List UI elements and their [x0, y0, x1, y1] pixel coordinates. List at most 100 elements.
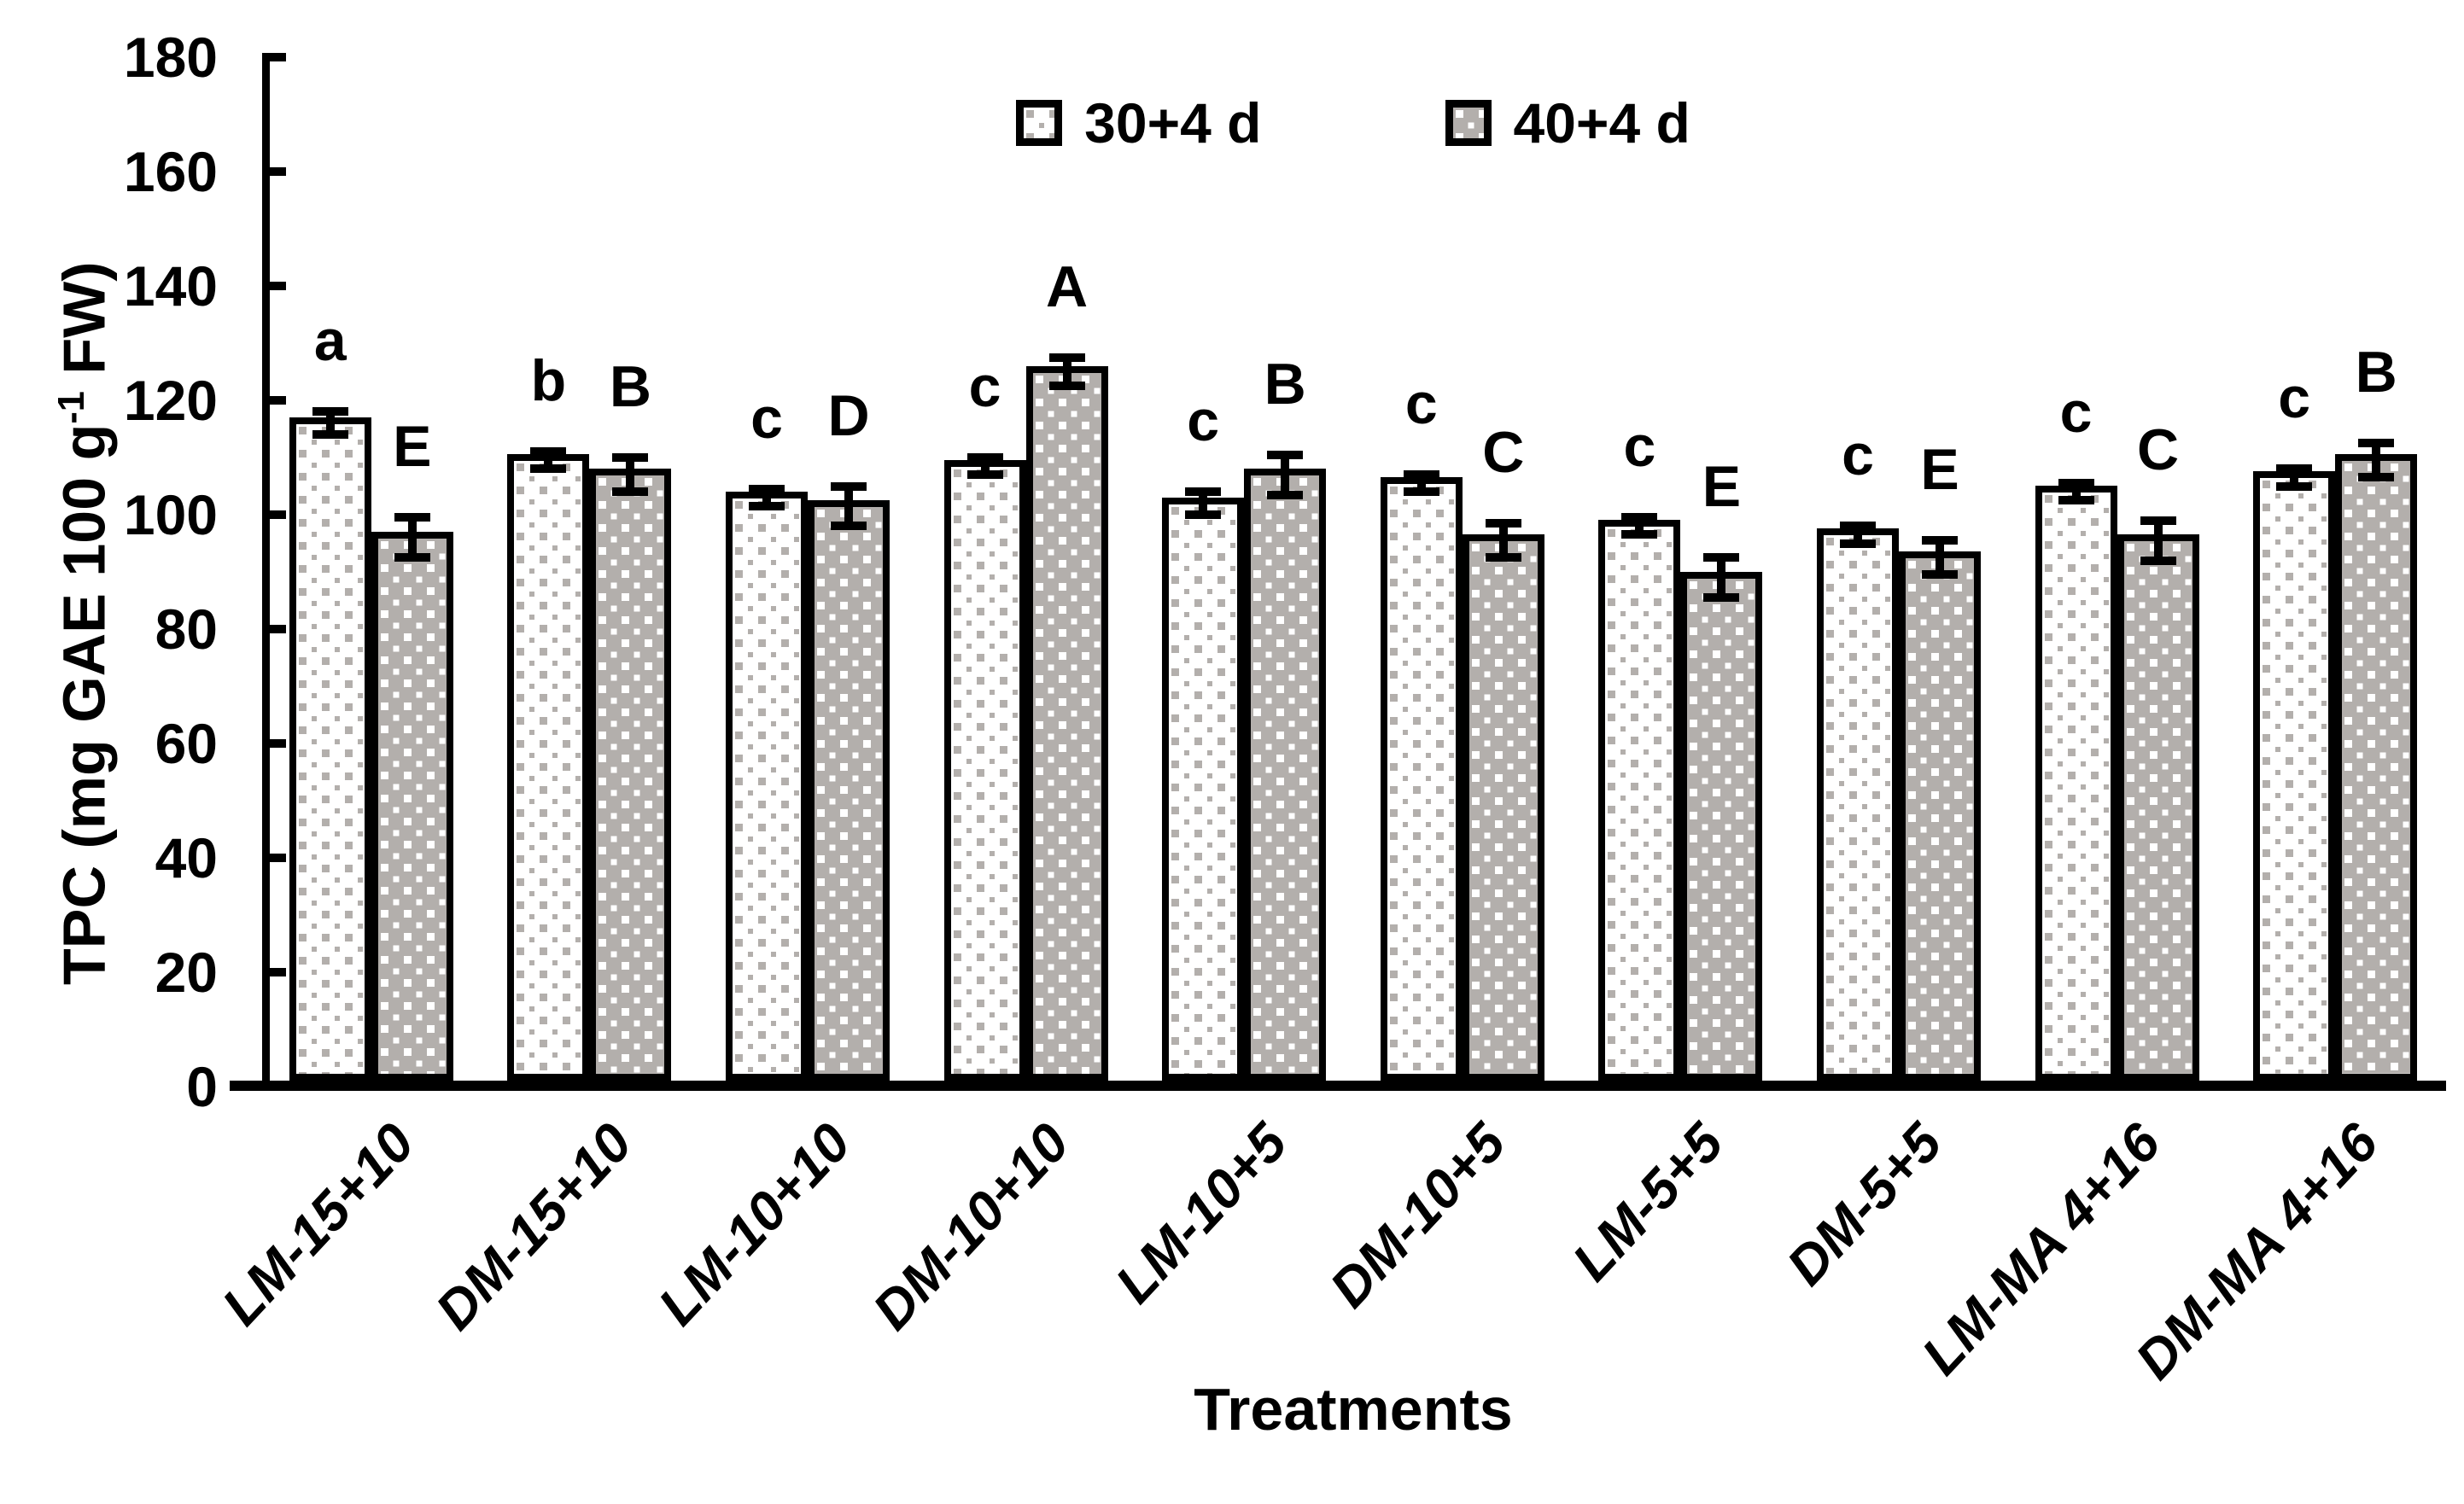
error-bar-whisker — [762, 488, 771, 506]
y-tick-mark — [262, 396, 286, 405]
legend-swatch-dotted-light — [1016, 100, 1063, 146]
error-bar-whisker — [626, 458, 635, 493]
y-tick-mark — [262, 167, 286, 176]
legend-label: 30+4 d — [1084, 91, 1262, 154]
error-bar-whisker — [1498, 523, 1508, 558]
legend: 30+4 d 40+4 d — [262, 92, 2444, 154]
bar-40-4-d-lm-10-10 — [808, 499, 890, 1081]
significance-letter: c — [968, 354, 1001, 419]
error-bar-cap — [749, 501, 785, 510]
error-bar-cap — [1403, 470, 1439, 480]
error-bar-whisker — [325, 411, 335, 435]
y-tick-label: 180 — [123, 26, 218, 89]
error-bar-cap — [2140, 556, 2176, 565]
y-tick-mark — [262, 1082, 286, 1091]
legend-label: 40+4 d — [1513, 91, 1690, 154]
error-bar-cap — [1485, 519, 1521, 528]
error-bar-cap — [1185, 510, 1222, 519]
significance-letter: E — [393, 414, 432, 480]
error-bar-whisker — [1199, 492, 1208, 515]
y-tick-label: 100 — [123, 483, 218, 546]
pattern-fill — [1251, 475, 1320, 1074]
y-tick-label: 0 — [186, 1055, 218, 1118]
pattern-fill — [950, 467, 1019, 1074]
bar-30-4-d-lm-10-5 — [1162, 497, 1245, 1081]
bar-40-4-d-lm-15-10 — [371, 531, 453, 1081]
error-bar-whisker — [1062, 357, 1071, 387]
error-bar-cap — [2276, 464, 2313, 474]
pattern-fill — [1169, 504, 1238, 1074]
bar-40-4-d-dm-15-10 — [589, 469, 672, 1081]
pattern-fill — [1024, 108, 1055, 138]
y-tick-label: 160 — [123, 140, 218, 203]
error-bar-cap — [530, 464, 567, 474]
error-bar-whisker — [1281, 454, 1290, 495]
error-bar-whisker — [2153, 520, 2163, 561]
significance-letter: E — [1702, 454, 1742, 520]
legend-entry-40-4-d: 40+4 d — [1445, 92, 1690, 154]
bar-30-4-d-dm-15-10 — [507, 454, 590, 1081]
error-bar-cap — [831, 481, 867, 491]
error-bars — [262, 57, 2444, 1087]
bar-30-4-d-lm-5-5 — [1598, 520, 1681, 1081]
error-bar-cap — [1267, 490, 1304, 499]
bar-40-4-d-dm-10-10 — [1025, 365, 1108, 1081]
bar-30-4-d-lm-10-10 — [726, 491, 808, 1081]
x-axis-line — [230, 1081, 2446, 1091]
error-bar-cap — [2058, 479, 2094, 488]
error-bar-cap — [1922, 536, 1958, 545]
error-bar-cap — [2058, 496, 2094, 505]
x-axis-title: Treatments — [1194, 1376, 1513, 1443]
significance-letter: b — [530, 348, 567, 414]
pattern-fill — [1906, 558, 1974, 1074]
significance-letter: A — [1046, 254, 1089, 319]
error-bar-cap — [1703, 593, 1740, 603]
significance-letter: c — [750, 385, 783, 451]
error-bar-cap — [2358, 439, 2395, 448]
y-tick-mark — [262, 282, 286, 290]
error-bar-whisker — [2372, 443, 2381, 478]
error-bar-whisker — [2071, 483, 2081, 501]
pattern-fill — [1387, 484, 1456, 1074]
pattern-fill — [295, 423, 365, 1074]
error-bar-cap — [612, 487, 649, 497]
error-bar-cap — [966, 470, 1003, 480]
error-bar-whisker — [2290, 469, 2299, 487]
error-bar-cap — [394, 513, 430, 522]
significance-letter: c — [2278, 365, 2311, 431]
y-tick-mark — [262, 968, 286, 976]
y-tick-mark — [262, 739, 286, 748]
error-bar-cap — [1485, 553, 1521, 563]
error-bar-whisker — [844, 486, 853, 527]
y-tick-mark — [262, 625, 286, 633]
error-bar-cap — [1185, 487, 1222, 497]
error-bar-cap — [1621, 513, 1658, 522]
significance-letter: D — [827, 382, 870, 448]
bar-30-4-d-lm-15-10 — [289, 417, 371, 1081]
y-tick-label: 140 — [123, 254, 218, 318]
bar-30-4-d-dm-10-10 — [943, 460, 1026, 1081]
y-tick-label: 120 — [123, 369, 218, 432]
error-bar-cap — [394, 553, 430, 563]
pattern-fill — [1605, 527, 1674, 1074]
error-bar-whisker — [980, 458, 990, 475]
error-bar-cap — [530, 447, 567, 457]
significance-letter: C — [1482, 420, 1525, 486]
pattern-fill — [514, 461, 583, 1074]
pattern-fill — [1452, 108, 1484, 138]
pattern-fill — [733, 498, 801, 1074]
y-tick-mark — [262, 53, 286, 61]
significance-letter: C — [2137, 417, 2180, 482]
bar-30-4-d-dm-ma-4-16 — [2253, 471, 2336, 1081]
error-bar-cap — [612, 453, 649, 462]
y-tick-label: 60 — [155, 712, 218, 775]
y-tick-label: 80 — [155, 598, 218, 661]
pattern-fill — [1687, 578, 1756, 1074]
pattern-fill — [596, 475, 665, 1074]
error-bar-whisker — [1936, 540, 1944, 575]
error-bar-cap — [1703, 553, 1740, 563]
legend-swatch-dotted-dark — [1445, 100, 1492, 146]
